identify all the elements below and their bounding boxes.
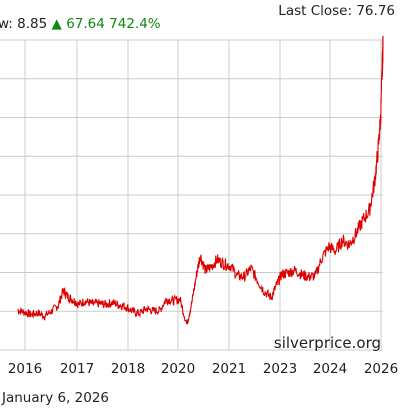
x-tick-label: 2018 bbox=[111, 361, 145, 377]
low-value: 8.85 bbox=[17, 16, 48, 32]
x-tick-label: 2023 bbox=[263, 361, 297, 377]
x-tick-label: 2020 bbox=[161, 361, 195, 377]
last-close-readout: Last Close: 76.76 bbox=[278, 3, 395, 19]
watermark-text: silverprice.org bbox=[274, 334, 381, 352]
x-tick-label: 2024 bbox=[313, 361, 347, 377]
x-tick-label: 2021 bbox=[212, 361, 246, 377]
change-value: 67.64 bbox=[66, 16, 105, 32]
last-close-value: 76.76 bbox=[356, 3, 395, 19]
x-tick-label: 2016 bbox=[8, 361, 42, 377]
x-tick-label: 2026 bbox=[364, 361, 398, 377]
up-arrow-icon: ▲ bbox=[51, 16, 62, 32]
x-tick-labels: 2016 2017 2018 2020 2021 2023 2024 2026 bbox=[8, 361, 398, 377]
change-readout: w: 8.85 ▲ 67.64 742.4% bbox=[0, 16, 161, 32]
low-label-fragment: w: bbox=[0, 16, 13, 32]
price-line bbox=[17, 35, 384, 325]
chart-grid bbox=[0, 39, 383, 351]
last-close-label: Last Close: bbox=[278, 3, 353, 19]
x-tick-label: 2017 bbox=[60, 361, 94, 377]
footer-date: January 6, 2026 bbox=[2, 390, 109, 406]
change-percent: 742.4% bbox=[109, 16, 161, 32]
